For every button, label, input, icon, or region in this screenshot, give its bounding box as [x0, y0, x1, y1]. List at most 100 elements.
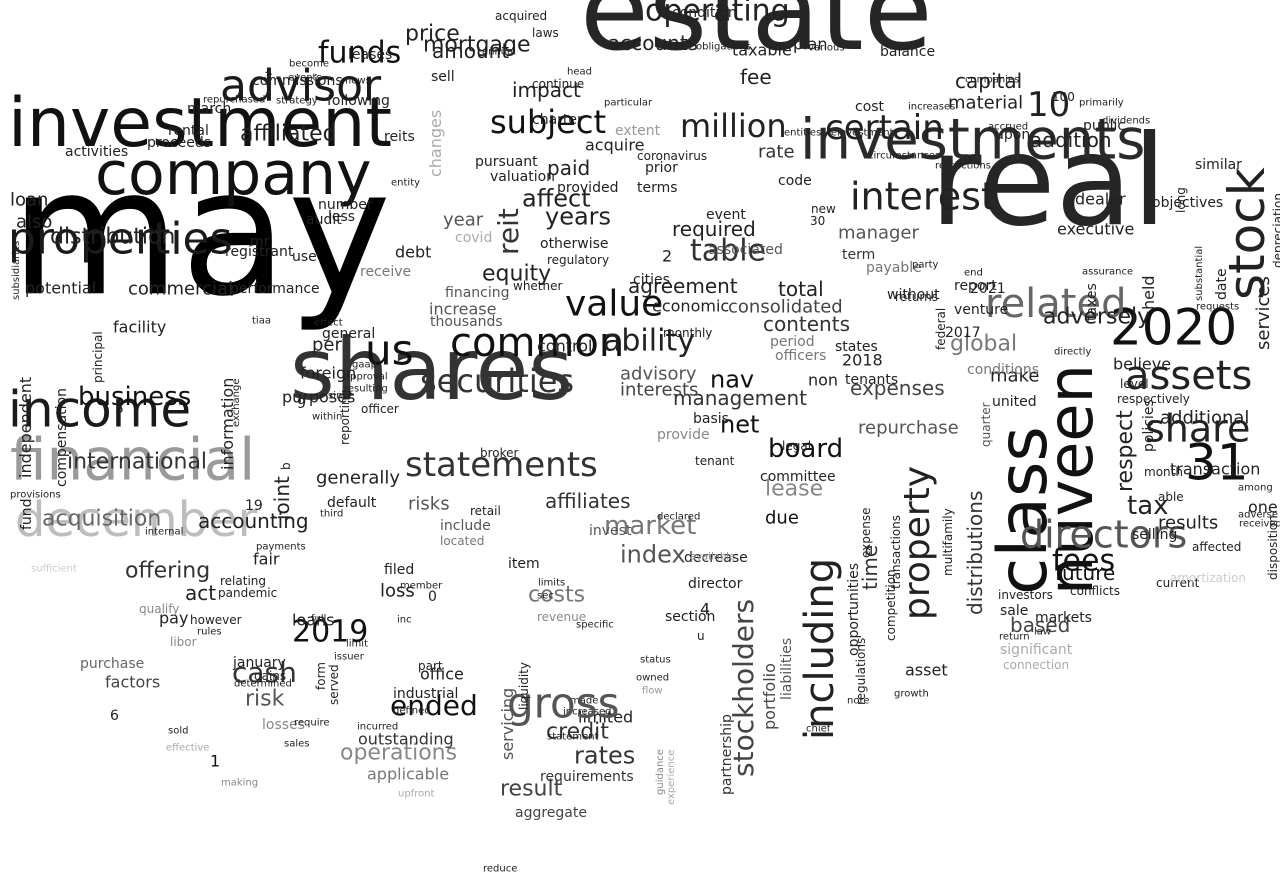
word-dividends: dividends — [1102, 115, 1151, 127]
word-adversely: adversely — [1043, 304, 1151, 330]
word-approval: approval — [344, 371, 388, 383]
word-board: board — [768, 433, 844, 464]
word-competition: competition — [884, 569, 898, 641]
word-continue: continue — [532, 76, 585, 91]
word-defined: defined — [393, 705, 431, 717]
word-effect: effect — [314, 317, 343, 329]
word-adverse: adverse — [1238, 509, 1279, 521]
word-operations: operations — [340, 740, 458, 766]
word-purposes: purposes — [282, 387, 356, 407]
word-note: note — [847, 695, 870, 707]
word-generally: generally — [316, 467, 401, 489]
word-upfront: upfront — [398, 788, 435, 800]
word-acquired: acquired — [495, 8, 548, 23]
word-independent: independent — [16, 376, 35, 478]
word-provisions: provisions — [10, 489, 61, 501]
word-costs: costs — [528, 582, 586, 608]
word-internal: internal — [145, 526, 184, 538]
word-acquisition: acquisition — [42, 506, 162, 532]
word-one: one — [1248, 497, 1278, 517]
word-lease: lease — [765, 476, 824, 502]
word-mortgage: mortgage — [423, 32, 531, 58]
word-end: end — [964, 267, 983, 279]
word-requests: requests — [1196, 301, 1240, 313]
word-accrued: accrued — [988, 121, 1029, 133]
word-ability: ability — [603, 323, 695, 359]
word-based: based — [1010, 613, 1071, 637]
word-shares: shares — [290, 319, 574, 420]
word-estate: estate — [580, 0, 933, 76]
word-cost: cost — [855, 99, 885, 116]
word-respect: respect — [1113, 410, 1138, 492]
word-general: general — [322, 326, 376, 343]
word-increased: increased — [563, 706, 612, 718]
word-control: control — [537, 336, 593, 356]
word-director: director — [688, 576, 743, 593]
word-make: make — [990, 365, 1040, 387]
word-properties: properties — [8, 213, 233, 265]
word-us: us — [365, 325, 414, 375]
word-date: date — [1214, 268, 1230, 300]
word-statements: statements — [405, 445, 598, 486]
word-charter: charter — [532, 112, 583, 129]
word-report: report — [954, 278, 997, 295]
word-rental: rental — [168, 123, 209, 140]
word-significant: significant — [1000, 642, 1073, 659]
word-pursuant: pursuant — [475, 154, 538, 171]
word-securities: securities — [420, 361, 575, 400]
word-audit: audit — [306, 212, 342, 229]
word-reporting: reporting — [338, 389, 352, 445]
word-advisor: advisor — [220, 60, 382, 112]
word-6: 6 — [110, 708, 119, 725]
word-proceeds: proceeds — [147, 135, 212, 152]
word-0: 0 — [428, 589, 437, 606]
word-tenants: tenants — [845, 372, 899, 389]
word-gains: gains — [254, 668, 287, 683]
word-index: index — [620, 540, 686, 569]
word-risk: risk — [245, 686, 285, 712]
word-markets: markets — [1035, 610, 1092, 627]
word-libor: libor — [170, 634, 197, 649]
word-quarter: quarter — [979, 402, 993, 447]
word-sale: sale — [1000, 603, 1029, 620]
word-terms: terms — [637, 180, 678, 197]
word-month: month — [1144, 464, 1183, 479]
word-primarily: primarily — [1079, 97, 1124, 109]
word-amortization: amortization — [1170, 570, 1246, 585]
word-price: price — [405, 21, 460, 47]
word-performance: performance — [230, 281, 320, 298]
word-result: result — [500, 776, 563, 802]
word-impact: impact — [512, 78, 581, 102]
word-lower: lower — [614, 40, 636, 50]
word-use: use — [292, 249, 317, 266]
word-policies: policies — [1141, 399, 1157, 452]
word-liabilities: liabilities — [779, 637, 795, 700]
word-fees: fees — [1052, 543, 1116, 579]
word-market: market — [604, 510, 697, 541]
word-rate: rate — [758, 141, 795, 163]
word-incurred: incurred — [357, 721, 399, 733]
word-industrial: industrial — [393, 686, 459, 703]
word-directly: directly — [1054, 346, 1092, 358]
word-head: head — [567, 66, 592, 78]
word-ended: ended — [390, 689, 478, 723]
word-mr: mr — [250, 234, 270, 251]
word-determined: determined — [234, 678, 292, 690]
word-affiliates: affiliates — [545, 489, 631, 513]
word-related: related — [985, 281, 1127, 327]
word-debt: debt — [395, 242, 432, 262]
word-less: less — [328, 209, 356, 226]
word-invest: invest — [589, 523, 632, 540]
word-chief: chief — [806, 723, 831, 735]
word-new: new — [811, 201, 836, 216]
word-amount: amount — [432, 39, 510, 63]
word-states: states — [835, 339, 878, 356]
word-portfolio: portfolio — [760, 663, 779, 730]
word-global: global — [950, 331, 1018, 357]
word-making: making — [221, 777, 259, 789]
word-directors: directors — [1020, 512, 1188, 557]
word-member: member — [400, 580, 443, 592]
word-long: long — [1174, 187, 1188, 213]
word-tax: tax — [1127, 490, 1169, 521]
word-common: common — [450, 320, 625, 366]
